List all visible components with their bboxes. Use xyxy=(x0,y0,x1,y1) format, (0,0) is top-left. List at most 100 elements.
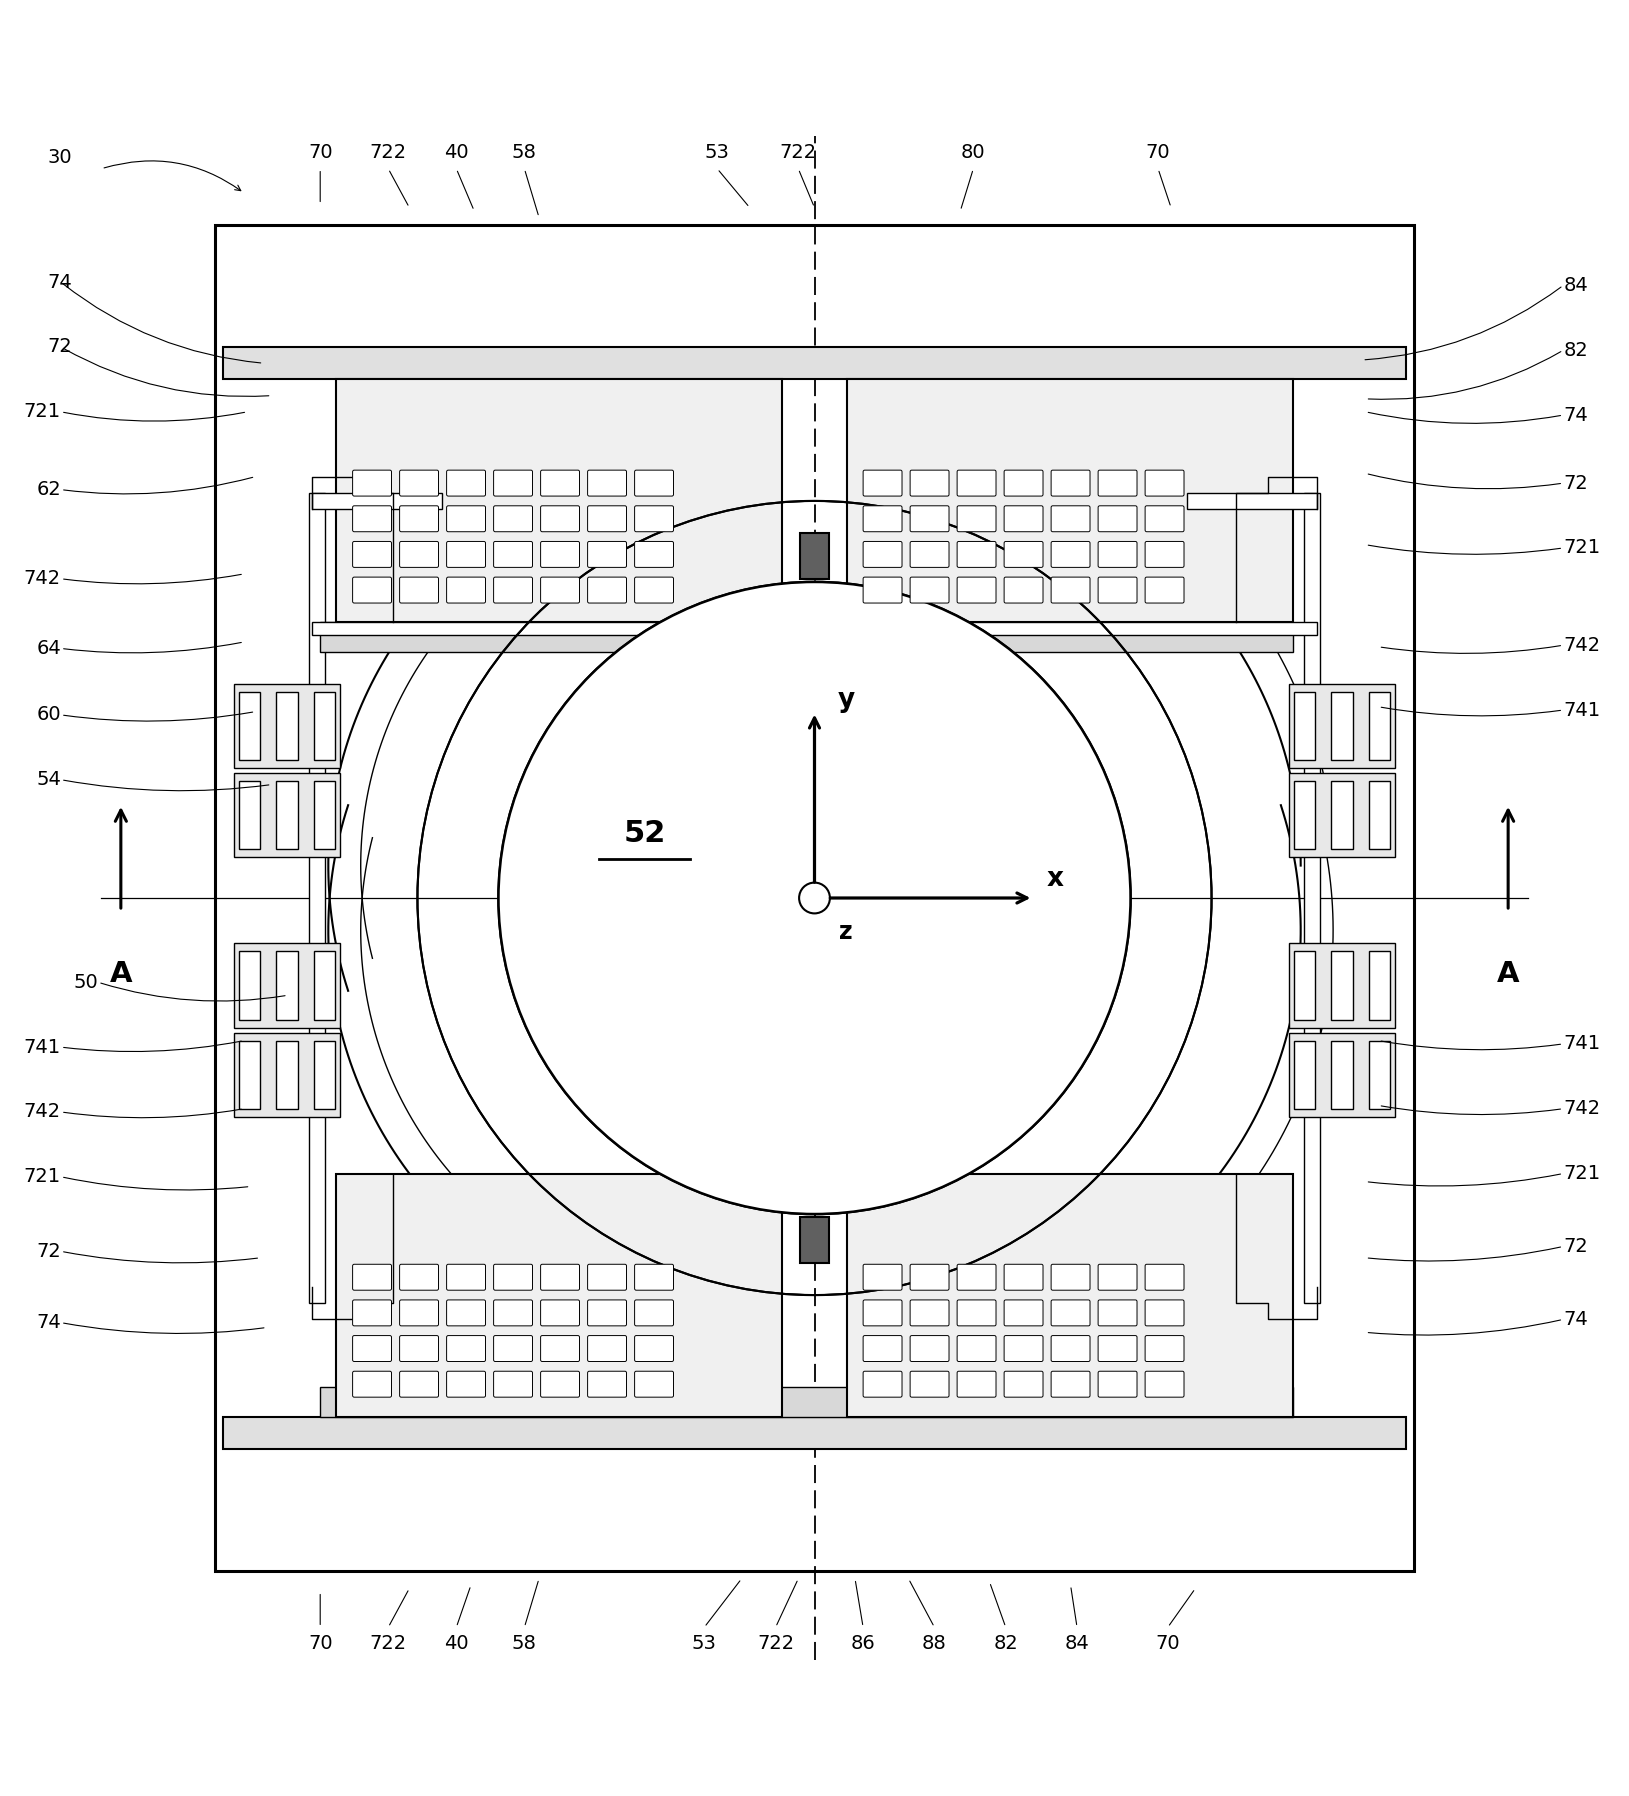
FancyBboxPatch shape xyxy=(1145,506,1184,532)
Bar xyxy=(314,691,336,760)
FancyBboxPatch shape xyxy=(1003,577,1043,603)
FancyBboxPatch shape xyxy=(1003,1264,1043,1290)
Bar xyxy=(847,379,1292,623)
Text: 741: 741 xyxy=(24,1038,60,1056)
FancyBboxPatch shape xyxy=(446,541,485,568)
Bar xyxy=(800,1218,829,1263)
Bar xyxy=(1331,952,1352,1020)
Bar xyxy=(310,492,326,1304)
FancyBboxPatch shape xyxy=(541,471,580,496)
FancyBboxPatch shape xyxy=(863,506,902,532)
FancyBboxPatch shape xyxy=(863,471,902,496)
Text: 74: 74 xyxy=(1564,406,1588,424)
Text: 74: 74 xyxy=(47,273,72,291)
FancyBboxPatch shape xyxy=(494,1264,533,1290)
FancyBboxPatch shape xyxy=(635,577,673,603)
Text: 40: 40 xyxy=(445,144,469,162)
Text: 722: 722 xyxy=(370,144,407,162)
FancyBboxPatch shape xyxy=(635,1300,673,1325)
Text: 30: 30 xyxy=(47,147,72,167)
FancyBboxPatch shape xyxy=(494,1370,533,1397)
FancyBboxPatch shape xyxy=(1145,1336,1184,1361)
FancyBboxPatch shape xyxy=(1051,506,1090,532)
FancyBboxPatch shape xyxy=(1145,471,1184,496)
FancyBboxPatch shape xyxy=(1051,1300,1090,1325)
Text: 742: 742 xyxy=(24,569,60,589)
Text: 52: 52 xyxy=(624,819,666,848)
Circle shape xyxy=(498,582,1131,1214)
FancyBboxPatch shape xyxy=(588,1300,627,1325)
Bar xyxy=(1331,1040,1352,1108)
FancyBboxPatch shape xyxy=(399,471,438,496)
FancyBboxPatch shape xyxy=(1145,541,1184,568)
FancyBboxPatch shape xyxy=(352,471,391,496)
FancyBboxPatch shape xyxy=(399,1370,438,1397)
Bar xyxy=(239,1040,261,1108)
FancyBboxPatch shape xyxy=(494,1336,533,1361)
FancyBboxPatch shape xyxy=(863,1370,902,1397)
Text: 82: 82 xyxy=(994,1634,1018,1652)
FancyBboxPatch shape xyxy=(446,1370,485,1397)
Text: 742: 742 xyxy=(1564,636,1600,656)
FancyBboxPatch shape xyxy=(494,471,533,496)
Bar xyxy=(1293,691,1315,760)
Text: 53: 53 xyxy=(692,1634,717,1652)
FancyBboxPatch shape xyxy=(399,1300,438,1325)
FancyBboxPatch shape xyxy=(958,1300,995,1325)
Bar xyxy=(847,623,1316,636)
Text: 70: 70 xyxy=(1155,1634,1179,1652)
FancyBboxPatch shape xyxy=(541,1370,580,1397)
Bar xyxy=(235,943,339,1027)
Text: 72: 72 xyxy=(1564,1237,1588,1255)
Bar xyxy=(235,1033,339,1117)
Bar xyxy=(313,492,441,508)
Text: 74: 74 xyxy=(36,1313,60,1333)
Bar xyxy=(1303,492,1319,1304)
Text: 70: 70 xyxy=(1145,144,1170,162)
Bar xyxy=(239,691,261,760)
FancyBboxPatch shape xyxy=(1145,1300,1184,1325)
FancyBboxPatch shape xyxy=(1051,577,1090,603)
FancyBboxPatch shape xyxy=(1098,577,1137,603)
FancyBboxPatch shape xyxy=(446,1300,485,1325)
Bar xyxy=(1368,691,1390,760)
FancyBboxPatch shape xyxy=(958,577,995,603)
FancyBboxPatch shape xyxy=(1003,1370,1043,1397)
Text: 721: 721 xyxy=(1564,539,1600,557)
Bar xyxy=(1293,952,1315,1020)
FancyBboxPatch shape xyxy=(635,471,673,496)
FancyBboxPatch shape xyxy=(352,541,391,568)
Text: 742: 742 xyxy=(1564,1099,1600,1119)
Text: 64: 64 xyxy=(36,639,60,657)
Text: 70: 70 xyxy=(308,1634,332,1652)
Bar xyxy=(1290,943,1394,1027)
Bar xyxy=(337,1173,782,1417)
FancyBboxPatch shape xyxy=(1003,506,1043,532)
FancyBboxPatch shape xyxy=(863,1264,902,1290)
FancyBboxPatch shape xyxy=(863,1336,902,1361)
Text: 40: 40 xyxy=(445,1634,469,1652)
Bar xyxy=(847,1173,1292,1417)
FancyBboxPatch shape xyxy=(1098,506,1137,532)
Text: 82: 82 xyxy=(1564,341,1588,359)
Text: 721: 721 xyxy=(24,402,60,422)
FancyBboxPatch shape xyxy=(494,577,533,603)
FancyBboxPatch shape xyxy=(958,506,995,532)
Bar xyxy=(1188,492,1316,508)
Bar xyxy=(223,347,1406,379)
Text: 72: 72 xyxy=(36,1241,60,1261)
Text: 84: 84 xyxy=(1564,277,1588,295)
FancyBboxPatch shape xyxy=(911,1336,950,1361)
FancyBboxPatch shape xyxy=(352,577,391,603)
Bar xyxy=(800,533,829,578)
Bar xyxy=(1290,774,1394,857)
FancyBboxPatch shape xyxy=(588,1264,627,1290)
FancyBboxPatch shape xyxy=(1003,471,1043,496)
Text: 70: 70 xyxy=(308,144,332,162)
FancyBboxPatch shape xyxy=(635,1264,673,1290)
Text: 58: 58 xyxy=(512,144,538,162)
Bar xyxy=(239,781,261,850)
FancyBboxPatch shape xyxy=(1098,1264,1137,1290)
Text: 60: 60 xyxy=(36,706,60,724)
FancyBboxPatch shape xyxy=(399,541,438,568)
